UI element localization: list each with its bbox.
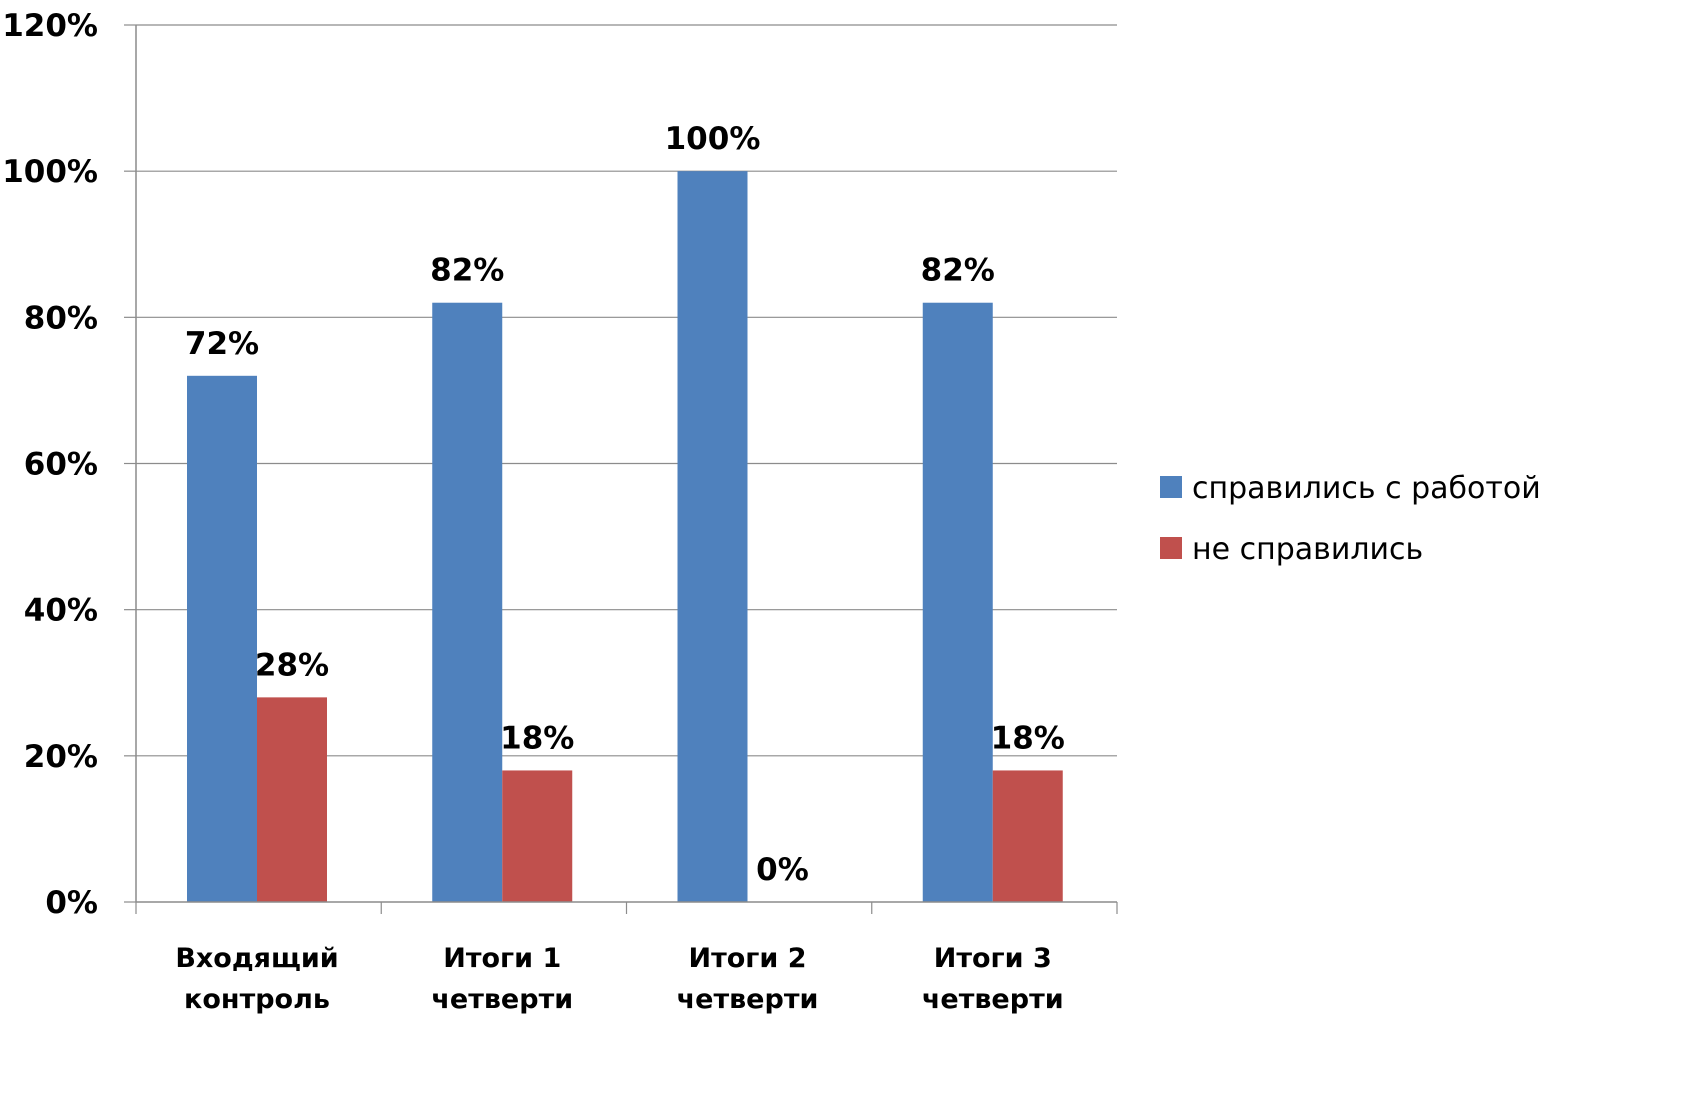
bar bbox=[677, 171, 748, 902]
y-tick-label: 100% bbox=[2, 154, 98, 190]
data-label: 82% bbox=[921, 253, 995, 289]
x-category-label: Входящий bbox=[175, 943, 338, 974]
x-category-label: Итоги 1 bbox=[443, 943, 561, 974]
legend-label: справились с работой bbox=[1192, 471, 1541, 506]
bar bbox=[432, 302, 503, 902]
y-tick-label: 0% bbox=[45, 885, 98, 921]
x-category-label: четверти bbox=[922, 984, 1064, 1015]
axes: 0% 20% 40% 60% 80% 100% 120% Входящий контроль Ит… bbox=[2, 8, 1118, 1015]
y-tick-label: 80% bbox=[24, 300, 98, 336]
legend-swatch bbox=[1160, 537, 1182, 559]
x-category-label: контроль bbox=[184, 984, 330, 1015]
y-tick-label: 60% bbox=[24, 447, 98, 483]
data-labels: 72% 28% 82% 18% 100% 0% 82% 18% bbox=[185, 121, 1065, 888]
data-label: 0% bbox=[756, 852, 809, 888]
bar bbox=[992, 770, 1063, 902]
y-tick-label: 20% bbox=[24, 739, 98, 775]
x-category-label: Итоги 3 bbox=[934, 943, 1052, 974]
y-tick-label: 120% bbox=[2, 8, 98, 44]
bar-chart: 0% 20% 40% 60% 80% 100% 120% Входящий контроль Ит… bbox=[2, 8, 1541, 1015]
x-category-label: Итоги 2 bbox=[688, 943, 806, 974]
bar bbox=[257, 697, 327, 902]
data-label: 100% bbox=[665, 121, 761, 157]
legend-swatch bbox=[1160, 476, 1182, 498]
y-tick-label: 40% bbox=[24, 593, 98, 629]
x-category-label: четверти bbox=[677, 984, 819, 1015]
data-label: 72% bbox=[185, 326, 259, 362]
data-label: 28% bbox=[255, 647, 329, 683]
bars bbox=[187, 171, 1063, 902]
x-category-label: четверти bbox=[431, 984, 573, 1015]
bar bbox=[502, 770, 573, 902]
data-label: 82% bbox=[430, 253, 504, 289]
legend-label: не справились bbox=[1192, 532, 1423, 567]
legend: справились с работой не справились bbox=[1160, 471, 1541, 567]
bar bbox=[187, 375, 257, 902]
bar bbox=[922, 302, 993, 902]
data-label: 18% bbox=[500, 720, 574, 756]
data-label: 18% bbox=[991, 720, 1065, 756]
